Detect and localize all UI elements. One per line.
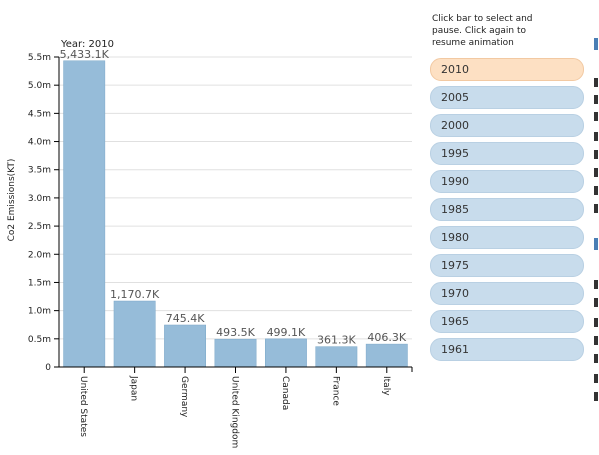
y-tick-label: 4.0m	[28, 138, 51, 148]
y-tick-label: 3.5m	[28, 166, 51, 176]
y-tick-label: 5.0m	[28, 81, 51, 91]
y-tick-label: 0	[45, 363, 51, 373]
bar-france[interactable]	[315, 346, 358, 368]
x-tick-label: France	[330, 376, 340, 406]
bar-united-kingdom[interactable]	[214, 338, 257, 368]
value-label: 745.4K	[166, 312, 205, 325]
year-button-1961[interactable]: 1961	[430, 338, 584, 361]
y-tick-label: 1.5m	[28, 278, 51, 288]
value-label: 493.5K	[216, 326, 255, 339]
value-label: 5,433.1K	[60, 48, 110, 61]
y-tick-label: 0.5m	[28, 335, 51, 345]
bar-germany[interactable]	[164, 324, 206, 368]
year-button-1970[interactable]: 1970	[430, 282, 584, 305]
y-axis-label: Co2 Emissions(KT)	[7, 159, 17, 242]
y-tick-label: 3.0m	[28, 194, 51, 204]
y-tick-label: 2.0m	[28, 250, 51, 260]
chart-title: Year: 2010	[60, 39, 114, 50]
y-tick-label: 5.5m	[28, 53, 51, 63]
x-tick-label: Germany	[179, 376, 189, 418]
year-button-1990[interactable]: 1990	[430, 170, 584, 193]
bar-canada[interactable]	[265, 338, 307, 368]
y-gridlines	[59, 56, 412, 340]
y-axis: 0 0.5m 1.0m 1.5m 2.0m 2.5m 3.0m 3.5m 4.0m 4.5m 5.0…	[28, 53, 60, 373]
bars	[63, 60, 408, 368]
year-button-2010[interactable]: 2010	[430, 58, 584, 81]
value-label: 499.1K	[267, 326, 306, 339]
y-tick-label: 4.5m	[28, 109, 51, 119]
year-button-2005[interactable]: 2005	[430, 86, 584, 109]
x-tick-label: United States	[78, 376, 88, 437]
x-axis: United States Japan Germany United Kingdom C…	[59, 366, 413, 448]
year-button-1965[interactable]: 1965	[430, 310, 584, 333]
y-tick-label: 2.5m	[28, 222, 51, 232]
y-tick-label: 1.0m	[28, 307, 51, 317]
bar-japan[interactable]	[113, 300, 156, 368]
x-tick-label: United Kingdom	[230, 376, 240, 448]
x-tick-label: Japan	[129, 375, 139, 401]
co2-bar-chart: Year: 2010 Co2 Emissions(KT) 5,433.1K 1,1…	[7, 39, 413, 448]
x-tick-label: Canada	[280, 376, 290, 410]
instructions-text: Click bar to select and pause. Click aga…	[432, 14, 533, 48]
year-button-1995[interactable]: 1995	[430, 142, 584, 165]
clipped-side-text	[594, 0, 599, 455]
value-label: 361.3K	[317, 334, 356, 347]
value-labels: 5,433.1K 1,170.7K 745.4K 493.5K 499.1K 361.3K…	[60, 48, 407, 347]
year-button-1975[interactable]: 1975	[430, 254, 584, 277]
x-tick-label: Italy	[381, 376, 391, 396]
year-button-1980[interactable]: 1980	[430, 226, 584, 249]
year-button-1985[interactable]: 1985	[430, 198, 584, 221]
value-label: 406.3K	[367, 331, 406, 344]
bar-italy[interactable]	[365, 343, 408, 368]
bar-united-states[interactable]	[63, 60, 106, 368]
year-button-2000[interactable]: 2000	[430, 114, 584, 137]
value-label: 1,170.7K	[110, 288, 160, 301]
year-button-list: 2010 2005 2000 1995 1990 1985 1980 1975 1970 1965…	[430, 58, 584, 366]
